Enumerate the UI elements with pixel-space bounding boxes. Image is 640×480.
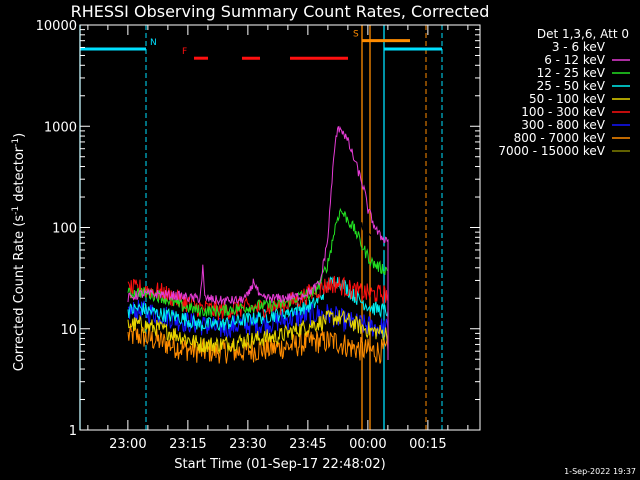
- footer-timestamp: 1-Sep-2022 19:37: [564, 467, 636, 476]
- legend-label-25-50-kev: 25 - 50 keV: [537, 79, 606, 93]
- legend-label-3-6-kev: 3 - 6 keV: [552, 40, 606, 54]
- state-label-s: S: [353, 30, 359, 40]
- legend-title: Det 1,3,6, Att 0: [537, 27, 629, 41]
- legend-label-12-25-kev: 12 - 25 keV: [537, 66, 606, 80]
- y-tick-label-4: 10000: [36, 19, 77, 34]
- x-tick-label-2: 23:30: [229, 437, 266, 452]
- series-line-800-7000-kev: [127, 323, 389, 364]
- legend-label-300-800-kev: 300 - 800 keV: [521, 118, 605, 132]
- axes: 1 10 100 1000 10000 23:00 23:15 23:30 23:45 00:00…: [36, 19, 481, 452]
- legend-label-6-12-kev: 6 - 12 keV: [544, 53, 606, 67]
- vertical-markers: [79, 25, 443, 430]
- series-line-3-6-kev: [127, 202, 389, 360]
- y-tick-label-2: 100: [52, 222, 77, 237]
- series-line-25-50-kev: [127, 276, 389, 360]
- y-tick-label-0: 1: [69, 424, 77, 439]
- x-tick-label-1: 23:15: [169, 437, 206, 452]
- y-axis-label: Corrected Count Rate (s-1 detector-1): [11, 133, 27, 371]
- state-bars: N F S: [80, 30, 442, 60]
- state-label-f: F: [182, 47, 187, 57]
- series-line-6-12-kev: [127, 125, 389, 360]
- y-tick-label-3: 1000: [44, 120, 77, 135]
- x-tick-label-3: 23:45: [289, 437, 326, 452]
- x-tick-label-0: 23:00: [109, 437, 146, 452]
- x-tick-label-4: 00:00: [349, 437, 386, 452]
- legend-label-100-300-kev: 100 - 300 keV: [521, 105, 605, 119]
- x-axis-label: Start Time (01-Sep-17 22:48:02): [174, 457, 385, 472]
- plot-frame: [79, 24, 481, 431]
- legend-label-50-100-kev: 50 - 100 keV: [529, 92, 606, 106]
- x-tick-label-5: 00:15: [409, 437, 446, 452]
- y-tick-label-1: 10: [60, 323, 77, 338]
- series-line-50-100-kev: [127, 310, 389, 360]
- legend-label-800-7000-kev: 800 - 7000 keV: [514, 131, 606, 145]
- series-lines: [127, 125, 389, 364]
- chart-title: RHESSI Observing Summary Count Rates, Co…: [71, 2, 490, 21]
- state-label-n: N: [150, 38, 157, 48]
- legend-label-7000-15000-kev: 7000 - 15000 keV: [498, 144, 605, 158]
